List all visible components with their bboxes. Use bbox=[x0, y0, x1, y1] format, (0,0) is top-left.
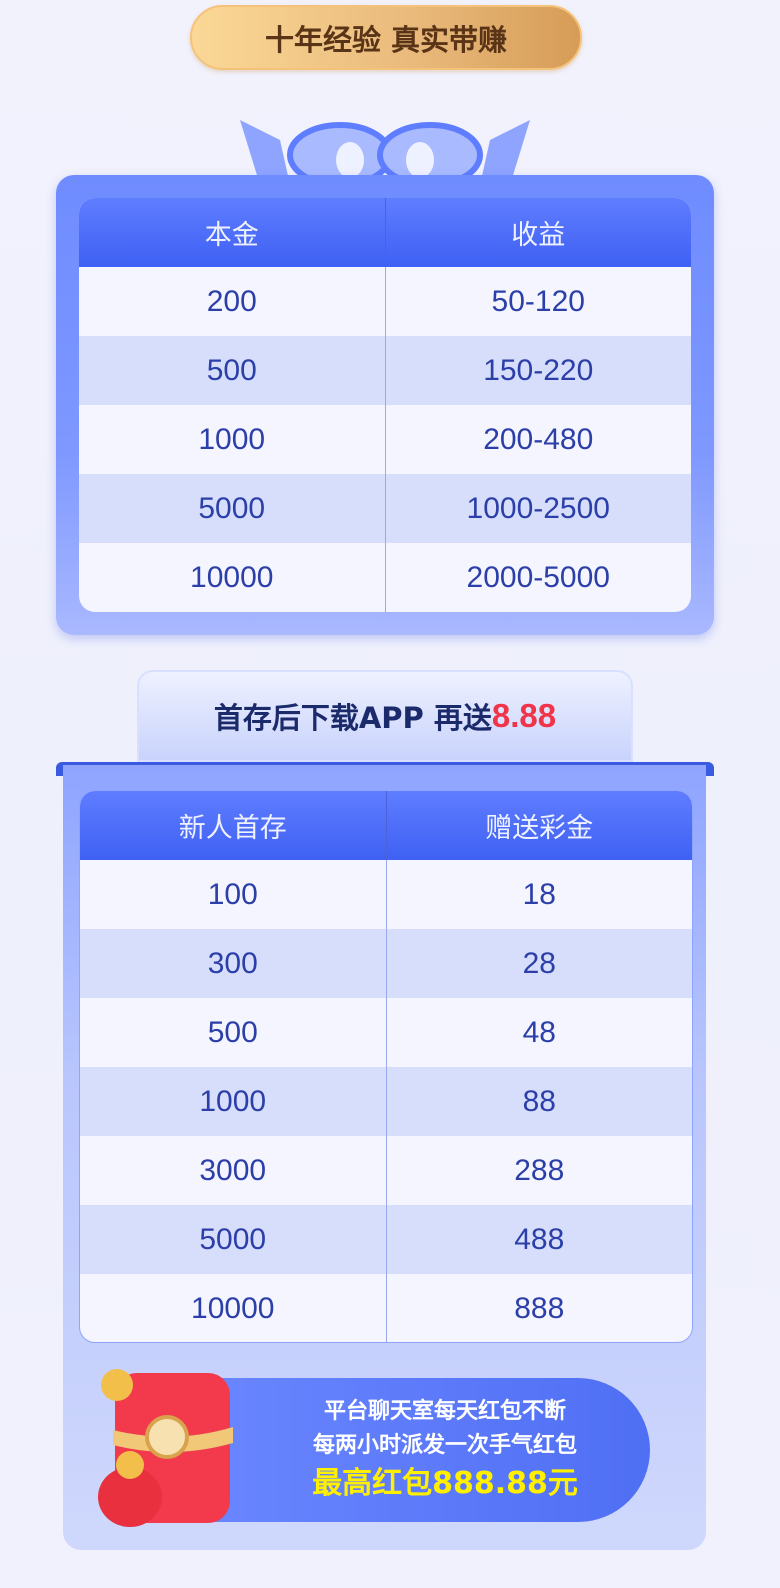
bonus-cell: 18 bbox=[522, 877, 556, 911]
table-row: 3000 288 bbox=[80, 1136, 692, 1205]
table-row: 10000 2000-5000 bbox=[79, 543, 691, 612]
principal-cell: 5000 bbox=[79, 474, 386, 543]
deposit-cell: 1000 bbox=[80, 1067, 387, 1136]
table-header: 本金 收益 bbox=[79, 198, 691, 267]
banner-text: 首存后下载APP 再送 bbox=[213, 701, 492, 735]
table-row: 300 28 bbox=[80, 929, 692, 998]
table-row: 500 150-220 bbox=[79, 336, 691, 405]
deposit-cell: 300 bbox=[80, 929, 387, 998]
ribbon-bow-icon bbox=[240, 120, 530, 185]
table-row: 500 48 bbox=[80, 998, 692, 1067]
title-text: 十年经验 真实带赚 bbox=[264, 22, 508, 57]
table-row: 1000 88 bbox=[80, 1067, 692, 1136]
promo-line-3: 最高红包888.88元 bbox=[312, 1466, 578, 1501]
bonus-table: 新人首存 赠送彩金 100 18 300 28 500 48 1000 88 3000 2… bbox=[79, 790, 693, 1343]
table-row: 5000 488 bbox=[80, 1205, 692, 1274]
profit-cell: 200-480 bbox=[483, 422, 594, 456]
table-row: 1000 200-480 bbox=[79, 405, 691, 474]
header-profit: 收益 bbox=[511, 220, 566, 251]
principal-cell: 500 bbox=[79, 336, 386, 405]
profit-cell: 1000-2500 bbox=[466, 491, 610, 525]
bonus-cell: 88 bbox=[522, 1084, 556, 1118]
deposit-cell: 3000 bbox=[80, 1136, 387, 1205]
table-header: 新人首存 赠送彩金 bbox=[80, 791, 692, 860]
table-row: 200 50-120 bbox=[79, 267, 691, 336]
header-principal: 本金 bbox=[79, 198, 386, 267]
promo-line-2: 每两小时派发一次手气红包 bbox=[312, 1433, 577, 1458]
title-banner: 十年经验 真实带赚 bbox=[190, 5, 582, 70]
table-row: 10000 888 bbox=[80, 1274, 692, 1342]
profit-cell: 150-220 bbox=[483, 353, 594, 387]
app-download-banner: 首存后下载APP 再送 8.88 bbox=[137, 670, 633, 762]
deposit-cell: 500 bbox=[80, 998, 387, 1067]
table-row: 5000 1000-2500 bbox=[79, 474, 691, 543]
profit-table: 本金 收益 200 50-120 500 150-220 1000 200-480 5… bbox=[79, 198, 691, 612]
header-bonus: 赠送彩金 bbox=[485, 813, 594, 844]
deposit-cell: 100 bbox=[80, 860, 387, 929]
promo-line-1: 平台聊天室每天红包不断 bbox=[323, 1399, 566, 1424]
deposit-cell: 5000 bbox=[80, 1205, 387, 1274]
profit-cell: 2000-5000 bbox=[466, 560, 610, 594]
table-row: 100 18 bbox=[80, 860, 692, 929]
principal-cell: 200 bbox=[79, 267, 386, 336]
bonus-cell: 28 bbox=[522, 946, 556, 980]
banner-highlight: 8.88 bbox=[491, 697, 557, 734]
principal-cell: 1000 bbox=[79, 405, 386, 474]
profit-cell: 50-120 bbox=[491, 284, 585, 318]
principal-cell: 10000 bbox=[79, 543, 386, 612]
header-first-deposit: 新人首存 bbox=[80, 791, 387, 860]
deposit-cell: 10000 bbox=[80, 1274, 387, 1342]
bonus-cell: 48 bbox=[522, 1015, 556, 1049]
bonus-cell: 288 bbox=[514, 1153, 565, 1187]
bonus-cell: 488 bbox=[514, 1222, 565, 1256]
red-packet-promo: 平台聊天室每天红包不断 每两小时派发一次手气红包 最高红包888.88元 bbox=[200, 1378, 650, 1522]
bonus-cell: 888 bbox=[514, 1291, 565, 1325]
red-envelope-icon bbox=[98, 1369, 233, 1527]
